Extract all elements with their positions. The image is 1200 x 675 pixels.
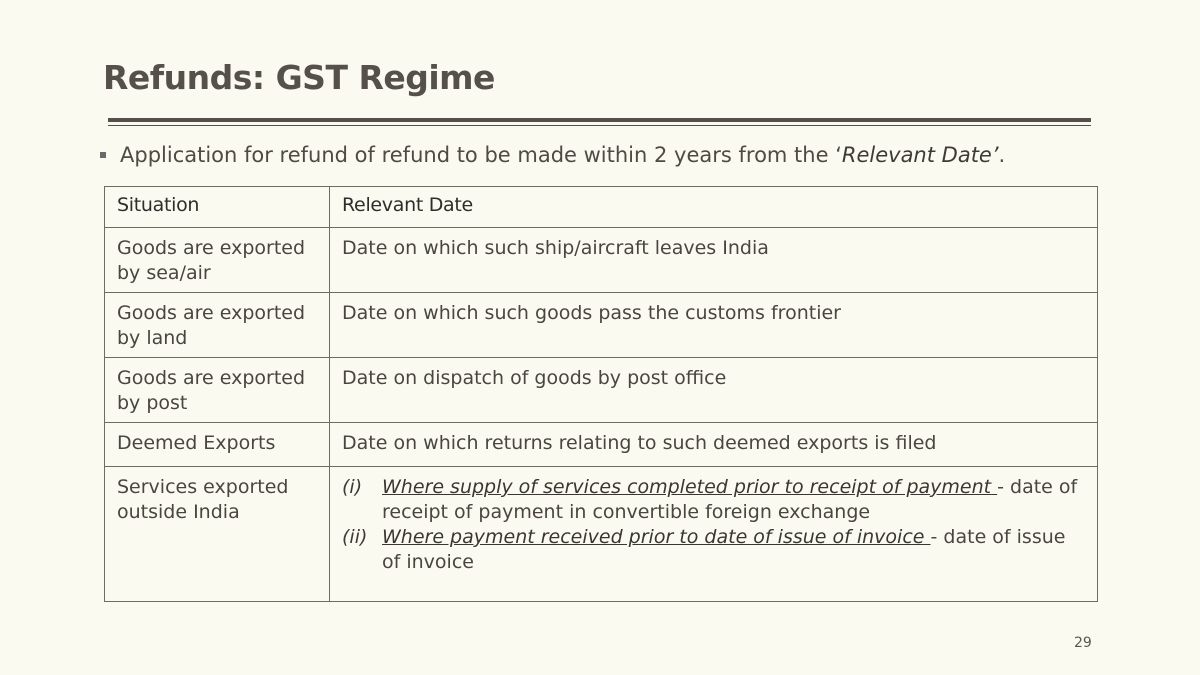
bullet-text-end: . xyxy=(998,143,1006,167)
item-condition: Where payment received prior to date of … xyxy=(382,526,931,548)
relevant-date-cell: Date on dispatch of goods by post office xyxy=(329,357,1098,423)
slide-title: Refunds: GST Regime xyxy=(103,58,495,97)
services-condition-item: (ii) Where payment received prior to dat… xyxy=(342,525,1085,575)
relevant-date-cell: Date on which such ship/aircraft leaves … xyxy=(329,227,1098,293)
square-bullet-icon xyxy=(100,152,106,158)
item-number: (ii) xyxy=(342,526,368,548)
column-header-relevant-date: Relevant Date xyxy=(329,186,1098,228)
bullet-emphasis: Relevant Date’ xyxy=(841,143,999,167)
relevant-date-cell: (i) Where supply of services completed p… xyxy=(329,466,1098,602)
item-text: Where payment received prior to date of … xyxy=(382,525,1085,575)
table-row: Services exported outside India (i) Wher… xyxy=(104,466,1098,602)
item-number: (i) xyxy=(342,476,363,498)
table-row: Goods are exported by land Date on which… xyxy=(104,292,1098,358)
relevant-date-cell: Date on which returns relating to such d… xyxy=(329,422,1098,467)
table-row: Goods are exported by post Date on dispa… xyxy=(104,357,1098,423)
table-header-row: Situation Relevant Date xyxy=(104,186,1098,228)
situation-cell: Services exported outside India xyxy=(104,466,330,602)
situation-cell: Goods are exported by post xyxy=(104,357,330,423)
page-number: 29 xyxy=(1074,635,1092,651)
situation-cell: Goods are exported by sea/air xyxy=(104,227,330,293)
bullet-text: Application for refund of refund to be m… xyxy=(120,143,842,167)
title-divider-thin xyxy=(108,125,1091,126)
relevant-date-table: Situation Relevant Date Goods are export… xyxy=(104,186,1098,602)
situation-cell: Deemed Exports xyxy=(104,422,330,467)
item-result: - date of issue of invoice xyxy=(382,526,1066,573)
services-condition-item: (i) Where supply of services completed p… xyxy=(342,475,1085,525)
item-result: - date of receipt of payment in converti… xyxy=(382,476,1078,523)
situation-cell: Goods are exported by land xyxy=(104,292,330,358)
bullet-point: Application for refund of refund to be m… xyxy=(100,143,1005,167)
table-row: Deemed Exports Date on which returns rel… xyxy=(104,422,1098,467)
item-condition: Where supply of services completed prior… xyxy=(382,476,998,498)
title-divider-thick xyxy=(108,118,1091,122)
column-header-situation: Situation xyxy=(104,186,330,228)
item-text: Where supply of services completed prior… xyxy=(382,475,1085,525)
table-row: Goods are exported by sea/air Date on wh… xyxy=(104,227,1098,293)
relevant-date-cell: Date on which such goods pass the custom… xyxy=(329,292,1098,358)
